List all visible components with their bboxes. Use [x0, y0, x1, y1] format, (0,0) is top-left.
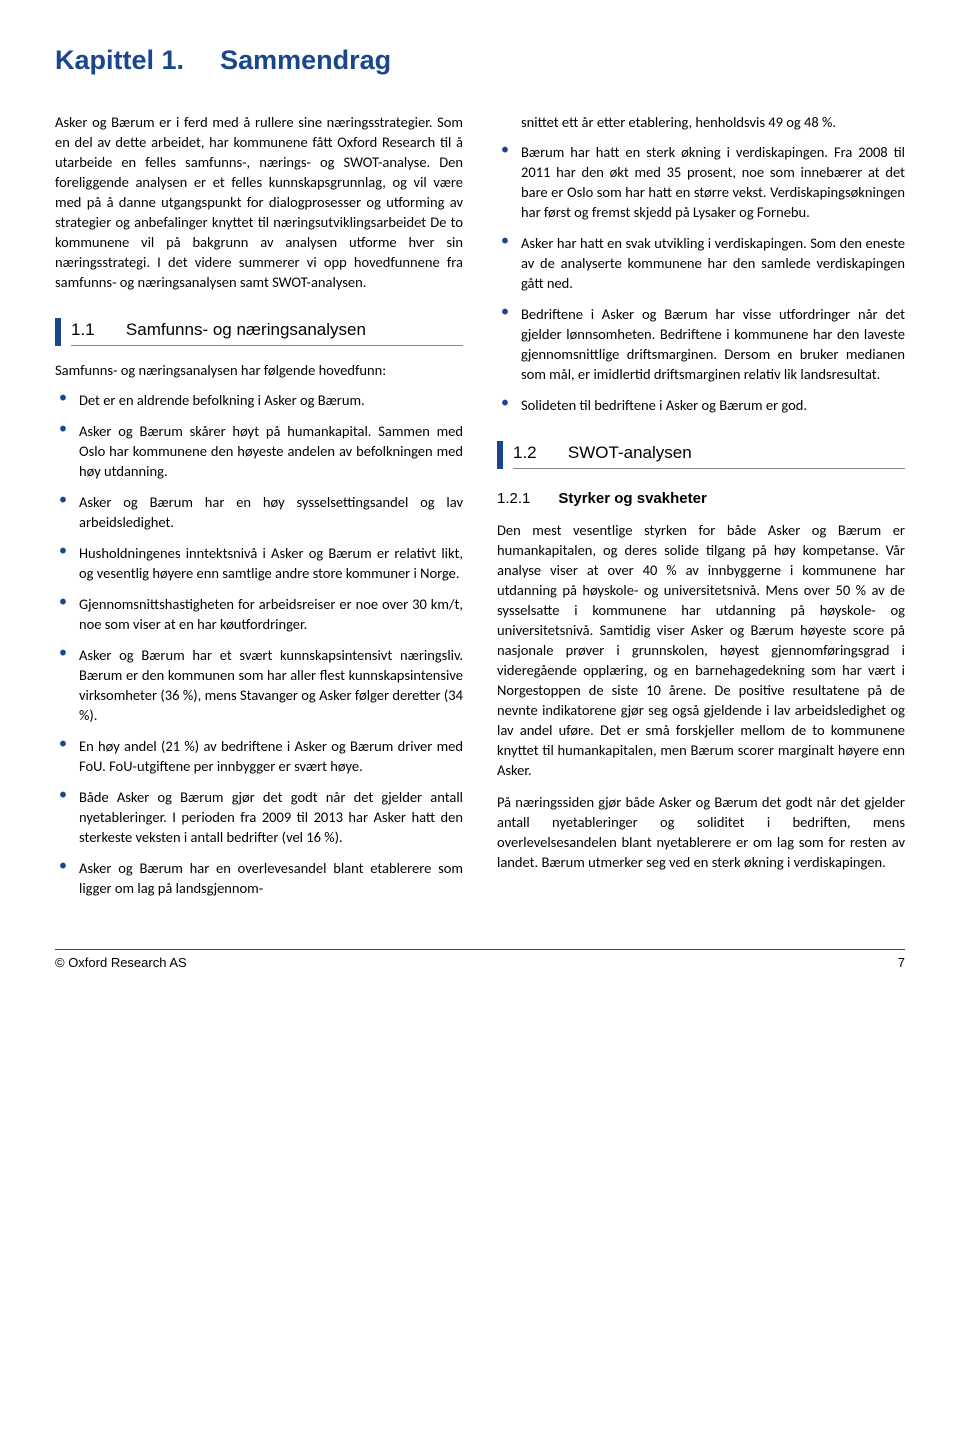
section-accent-bar	[55, 318, 61, 346]
list-item: Solideten til bedriftene i Asker og Bæru…	[497, 395, 905, 415]
page-footer: © Oxford Research AS 7	[55, 949, 905, 972]
section-heading-text: 1.2 SWOT-analysen	[513, 441, 905, 469]
list-item: Asker og Bærum har en høy sysselsettings…	[55, 492, 463, 532]
section-accent-bar	[497, 441, 503, 469]
list-item: Det er en aldrende befolkning i Asker og…	[55, 390, 463, 410]
subsection-number: 1.2.1	[497, 490, 530, 507]
section-number: 1.1	[71, 320, 95, 339]
body-paragraph: På næringssiden gjør både Asker og Bærum…	[497, 792, 905, 872]
intro-paragraph: Asker og Bærum er i ferd med å rullere s…	[55, 112, 463, 292]
section-number: 1.2	[513, 443, 537, 462]
section-1-1-lead: Samfunns- og næringsanalysen har følgend…	[55, 360, 463, 380]
footer-copyright: © Oxford Research AS	[55, 954, 187, 972]
chapter-title: Kapittel 1. Sammendrag	[55, 40, 905, 80]
footer-page-number: 7	[898, 954, 905, 972]
chapter-number: Kapittel 1.	[55, 45, 184, 75]
section-heading-text: 1.1 Samfunns- og næringsanalysen	[71, 318, 463, 346]
chapter-name: Sammendrag	[220, 45, 391, 75]
section-heading-1-2: 1.2 SWOT-analysen	[497, 441, 905, 469]
section-label: Samfunns- og næringsanalysen	[126, 320, 366, 339]
list-item: Gjennomsnittshastigheten for arbeidsreis…	[55, 594, 463, 634]
list-item: Asker og Bærum har et svært kunnskapsint…	[55, 645, 463, 725]
list-item: Asker og Bærum skårer høyt på humankapit…	[55, 421, 463, 481]
two-column-layout: Asker og Bærum er i ferd med å rullere s…	[55, 112, 905, 909]
section-heading-1-1: 1.1 Samfunns- og næringsanalysen	[55, 318, 463, 346]
left-bullet-list: Det er en aldrende befolkning i Asker og…	[55, 390, 463, 898]
continuation-text: snittet ett år etter etablering, henhold…	[497, 112, 905, 132]
subsection-label: Styrker og svakheter	[558, 490, 706, 507]
list-item: Bærum har hatt en sterk økning i verdisk…	[497, 142, 905, 222]
list-item: Asker har hatt en svak utvikling i verdi…	[497, 233, 905, 293]
right-column: snittet ett år etter etablering, henhold…	[497, 112, 905, 909]
subsection-heading-1-2-1: 1.2.1 Styrker og svakheter	[497, 489, 905, 510]
list-item: Husholdningenes inntektsnivå i Asker og …	[55, 543, 463, 583]
list-item: Både Asker og Bærum gjør det godt når de…	[55, 787, 463, 847]
list-item: En høy andel (21 %) av bedriftene i Aske…	[55, 736, 463, 776]
left-column: Asker og Bærum er i ferd med å rullere s…	[55, 112, 463, 909]
body-paragraph: Den mest vesentlige styrken for både Ask…	[497, 520, 905, 780]
list-item: Asker og Bærum har en overlevesandel bla…	[55, 858, 463, 898]
list-item: Bedriftene i Asker og Bærum har visse ut…	[497, 304, 905, 384]
section-label: SWOT-analysen	[568, 443, 692, 462]
right-bullet-list: Bærum har hatt en sterk økning i verdisk…	[497, 142, 905, 415]
